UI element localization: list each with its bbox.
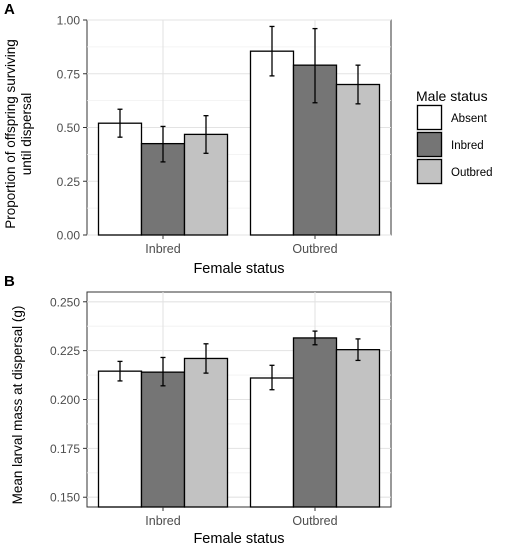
legend-label-outbred: Outbred <box>451 167 493 179</box>
panel-a-label: A <box>4 1 15 18</box>
legend: Male status Absent Inbred Outbred <box>416 88 493 185</box>
y-tick-label: 0.25 <box>57 175 81 189</box>
panel-a-bars <box>97 25 381 236</box>
panel-a-y-axis-label-line-1: Proportion of offspring surviving <box>3 39 18 229</box>
y-tick-label: 0.00 <box>57 229 81 243</box>
bar-absent-outbred <box>249 377 295 508</box>
bar-absent-outbred <box>249 50 295 236</box>
y-tick-label: 0.225 <box>50 344 80 358</box>
panel-a: A Proportion of offspring surviving unti… <box>3 1 392 277</box>
x-tick-label: Inbred <box>145 514 180 528</box>
legend-items: Absent Inbred Outbred <box>416 104 493 185</box>
y-tick-label: 0.250 <box>50 295 80 309</box>
panel-a-y-ticks: 0.00 0.25 0.50 0.75 1.00 <box>57 14 87 243</box>
legend-swatch-absent <box>416 104 443 131</box>
panel-b-y-ticks: 0.150 0.175 0.200 0.225 0.250 <box>50 295 87 505</box>
y-tick-label: 0.150 <box>50 491 80 505</box>
legend-title: Male status <box>416 88 488 104</box>
panel-b-bars <box>97 330 381 508</box>
panel-a-x-ticks: Inbred Outbred <box>145 235 338 256</box>
legend-swatch-outbred <box>416 158 443 185</box>
bar-outbred-inbred <box>183 357 229 508</box>
y-tick-label: 0.200 <box>50 393 80 407</box>
bar-inbred-inbred <box>140 371 186 508</box>
bar-inbred-outbred <box>292 337 338 508</box>
bar-absent-inbred <box>97 122 143 236</box>
y-tick-label: 0.75 <box>57 67 81 81</box>
y-tick-label: 1.00 <box>57 14 81 28</box>
legend-label-inbred: Inbred <box>451 140 484 152</box>
y-tick-label: 0.175 <box>50 442 80 456</box>
y-tick-label: 0.50 <box>57 121 81 135</box>
x-tick-label: Outbred <box>292 242 337 256</box>
panel-b-x-axis-label: Female status <box>193 531 284 546</box>
panel-b-y-axis-label: Mean larval mass at dispersal (g) <box>10 306 25 505</box>
panel-a-x-axis-label: Female status <box>193 261 284 277</box>
panel-b-x-ticks: Inbred Outbred <box>145 507 338 528</box>
legend-swatch-inbred <box>416 131 443 158</box>
bar-absent-inbred <box>97 370 143 508</box>
panel-a-y-axis-label-line-2: until dispersal <box>19 93 34 176</box>
panel-a-y-axis-label: Proportion of offspring surviving until … <box>3 39 34 229</box>
panel-b-label: B <box>4 273 15 290</box>
bar-outbred-outbred <box>335 83 381 236</box>
x-tick-label: Outbred <box>292 514 337 528</box>
x-tick-label: Inbred <box>145 242 180 256</box>
bar-outbred-outbred <box>335 349 381 508</box>
legend-label-absent: Absent <box>451 113 488 125</box>
panel-b: B Mean larval mass at dispersal (g) 0.15… <box>4 273 392 546</box>
